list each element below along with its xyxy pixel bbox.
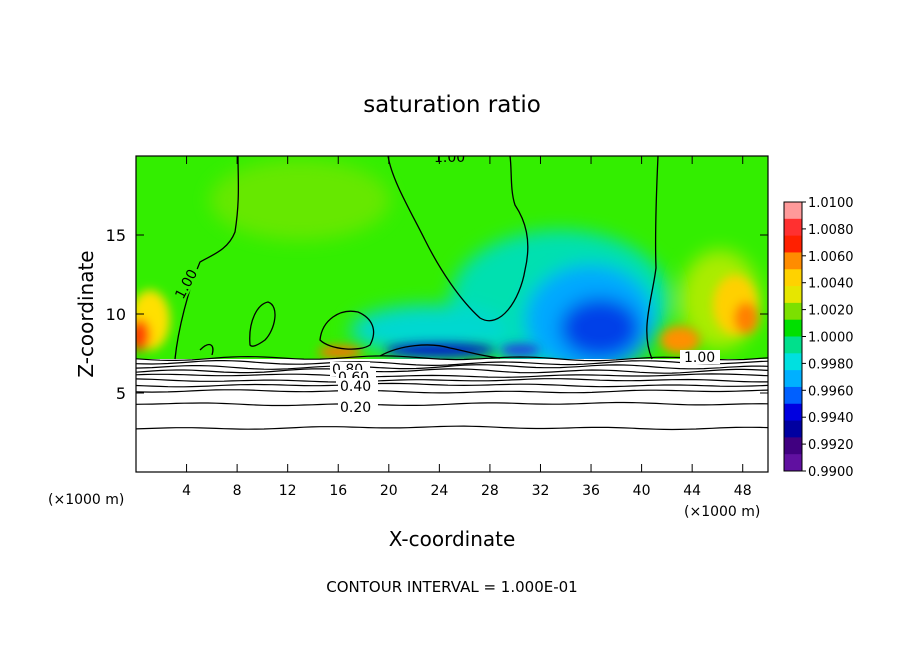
contour-line — [136, 364, 768, 370]
contour-label-020: 0.20 — [340, 400, 371, 416]
colorbar-swatch — [784, 353, 802, 371]
colorbar-label: 0.9900 — [808, 465, 854, 480]
colorbar-swatch — [784, 269, 802, 287]
colorbar-label: 1.0000 — [808, 331, 854, 346]
x-tick-label: 24 — [430, 483, 448, 499]
contour-interval-note: CONTOUR INTERVAL = 1.000E-01 — [326, 578, 577, 596]
contour-labels: 1.00 1.00 1.00 0.80 0.60 0.40 0.20 — [171, 150, 720, 416]
colorbar-swatch — [784, 286, 802, 304]
x-tick-label: 28 — [481, 483, 499, 499]
colorbar-swatch — [784, 202, 802, 220]
colorbar-swatch — [784, 218, 802, 237]
contour-label-top: 1.00 — [434, 150, 465, 166]
contour-line — [136, 368, 768, 374]
colorbar-swatch — [784, 336, 802, 354]
contour-line — [136, 401, 768, 407]
colorbar-label: 1.0100 — [808, 196, 854, 211]
contour-line — [136, 373, 768, 378]
colorbar-swatch — [784, 370, 802, 388]
contour-line — [136, 378, 768, 383]
contour-line — [136, 382, 768, 388]
x-tick-label: 16 — [329, 483, 347, 499]
x-tick-label: 32 — [532, 483, 550, 499]
colorbar-label: 1.0020 — [808, 304, 854, 319]
colorbar-swatch — [784, 252, 802, 270]
colorbar-swatch — [784, 235, 802, 253]
y-tick-label: 10 — [106, 305, 126, 324]
colorbar-swatch — [784, 403, 802, 422]
x-axis: 4 8 12 16 20 24 28 32 36 40 44 48 — [182, 156, 752, 499]
contour-line — [136, 425, 768, 431]
chart-title: saturation ratio — [363, 92, 541, 118]
x-tick-label: 36 — [582, 483, 600, 499]
colorbar-swatch — [784, 454, 802, 472]
y-axis-label: Z-coordinate — [74, 250, 98, 377]
colorbar-swatch — [784, 386, 802, 405]
x-tick-label: 8 — [233, 483, 242, 499]
x-tick-label: 48 — [734, 483, 752, 499]
contour-lines-upper — [174, 156, 659, 360]
colorbar-label: 0.9940 — [808, 411, 854, 426]
x-tick-label: 44 — [683, 483, 701, 499]
colorbar: 1.0100 1.0080 1.0060 1.0040 1.0020 1.0000 0.99… — [783, 196, 854, 480]
colorbar-label: 1.0040 — [808, 277, 854, 292]
y-tick-label: 5 — [116, 384, 126, 403]
x-tick-label: 4 — [182, 483, 191, 499]
x-tick-label: 20 — [380, 483, 398, 499]
x-unit-right: (×1000 m) — [684, 504, 760, 520]
contour-line — [136, 355, 768, 362]
colorbar-label: 1.0080 — [808, 223, 854, 238]
plot-field: 1.00 1.00 1.00 0.80 0.60 0.40 0.20 — [136, 150, 768, 472]
contour-label-040: 0.40 — [340, 379, 371, 395]
y-axis: 5 10 15 — [106, 226, 768, 403]
x-tick-label: 40 — [633, 483, 651, 499]
x-unit-left: (×1000 m) — [48, 492, 124, 508]
y-tick-label: 15 — [106, 226, 126, 245]
colorbar-swatch — [784, 437, 802, 455]
colorbar-label: 0.9920 — [808, 438, 854, 453]
colorbar-label: 0.9980 — [808, 357, 854, 372]
colorbar-swatch — [784, 420, 802, 438]
x-axis-label: X-coordinate — [389, 527, 516, 551]
x-tick-label: 12 — [279, 483, 297, 499]
colorbar-label: 0.9960 — [808, 384, 854, 399]
colorbar-swatch — [784, 302, 802, 321]
contour-label-right: 1.00 — [684, 350, 715, 366]
colorbar-swatch — [784, 319, 802, 337]
contour-line — [136, 360, 768, 367]
contour-line — [136, 389, 768, 394]
colorbar-label: 1.0060 — [808, 250, 854, 265]
contour-lines-lower — [136, 355, 768, 431]
